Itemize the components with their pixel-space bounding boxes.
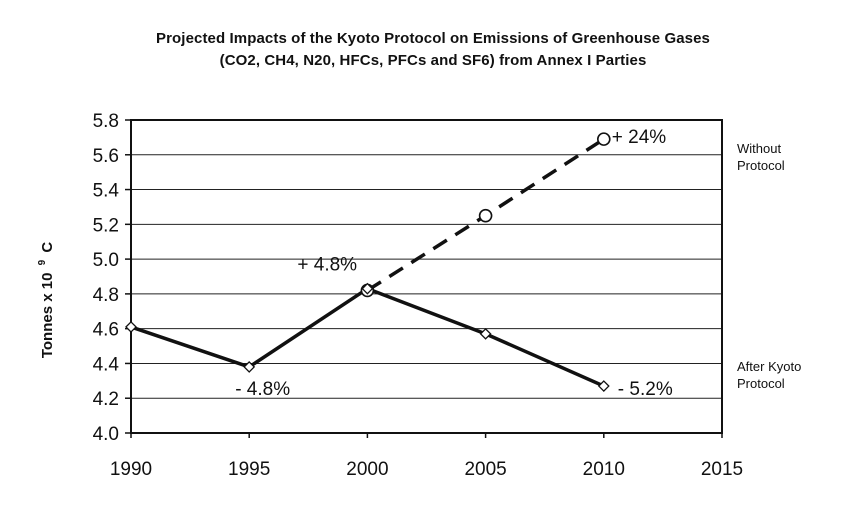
y-axis-label-prefix: Tonnes x 10 bbox=[39, 273, 56, 359]
y-tick-label: 4.0 bbox=[93, 424, 119, 445]
y-tick-label: 4.8 bbox=[93, 285, 119, 306]
x-tick-label: 1990 bbox=[110, 459, 152, 480]
legend-label-after-kyoto: After Kyoto bbox=[737, 359, 801, 374]
data-point-after-kyoto bbox=[125, 321, 137, 333]
marker-layer bbox=[125, 132, 611, 392]
data-point-after-kyoto bbox=[597, 380, 610, 392]
legend-label-without-protocol: Without bbox=[737, 141, 781, 156]
y-tick-label: 4.6 bbox=[93, 320, 119, 341]
y-tick-label: 5.8 bbox=[93, 111, 119, 132]
y-tick-label: 5.0 bbox=[93, 250, 119, 271]
annotation-label: - 5.2% bbox=[618, 379, 673, 400]
x-tick-label: 2005 bbox=[464, 459, 506, 480]
x-tick-label: 2000 bbox=[346, 459, 388, 480]
x-tick-label: 2015 bbox=[701, 459, 743, 480]
annotation-label: + 4.8% bbox=[297, 255, 357, 276]
data-point-after-kyoto bbox=[243, 361, 256, 373]
x-tick-label: 1995 bbox=[228, 459, 270, 480]
data-point-without-protocol bbox=[478, 208, 493, 223]
y-tick-label: 4.2 bbox=[93, 389, 119, 410]
tick-layer: 4.0 4.2 4.4 4.6 4.8 5.0 5.2 5.4 5.6 5.8 1990 1995 20… bbox=[93, 111, 744, 480]
y-axis-label-exponent: 9 bbox=[37, 259, 48, 265]
y-axis-label-suffix: C bbox=[39, 242, 56, 253]
data-point-after-kyoto bbox=[361, 282, 374, 295]
plot-frame bbox=[130, 119, 723, 434]
data-point-without-protocol bbox=[596, 132, 611, 146]
series-line-after-kyoto bbox=[130, 286, 605, 388]
chart-title: Projected Impacts of the Kyoto Protocol … bbox=[156, 30, 710, 47]
series-layer bbox=[130, 137, 605, 388]
y-tick-label: 4.4 bbox=[93, 354, 120, 375]
annotation-label: + 24% bbox=[612, 127, 667, 148]
grid-layer bbox=[131, 154, 722, 399]
annotation-label: - 4.8% bbox=[235, 379, 290, 400]
legend-layer: Without Protocol After Kyoto Protocol bbox=[737, 141, 801, 391]
y-tick-label: 5.4 bbox=[93, 181, 120, 202]
chart-subtitle: (CO2, CH4, N20, HFCs, PFCs and SF6) from… bbox=[219, 52, 647, 69]
x-tick-label: 2010 bbox=[583, 459, 625, 480]
y-tick-label: 5.2 bbox=[93, 215, 119, 236]
data-point-after-kyoto bbox=[479, 327, 492, 340]
legend-label-without-protocol: Protocol bbox=[737, 158, 785, 173]
y-tick-label: 5.6 bbox=[93, 146, 119, 167]
y-axis-label: Tonnes x 10 9 C bbox=[32, 242, 56, 359]
annotation-layer: - 4.8% + 4.8% + 24% - 5.2% bbox=[235, 127, 673, 400]
legend-label-after-kyoto: Protocol bbox=[737, 376, 785, 391]
